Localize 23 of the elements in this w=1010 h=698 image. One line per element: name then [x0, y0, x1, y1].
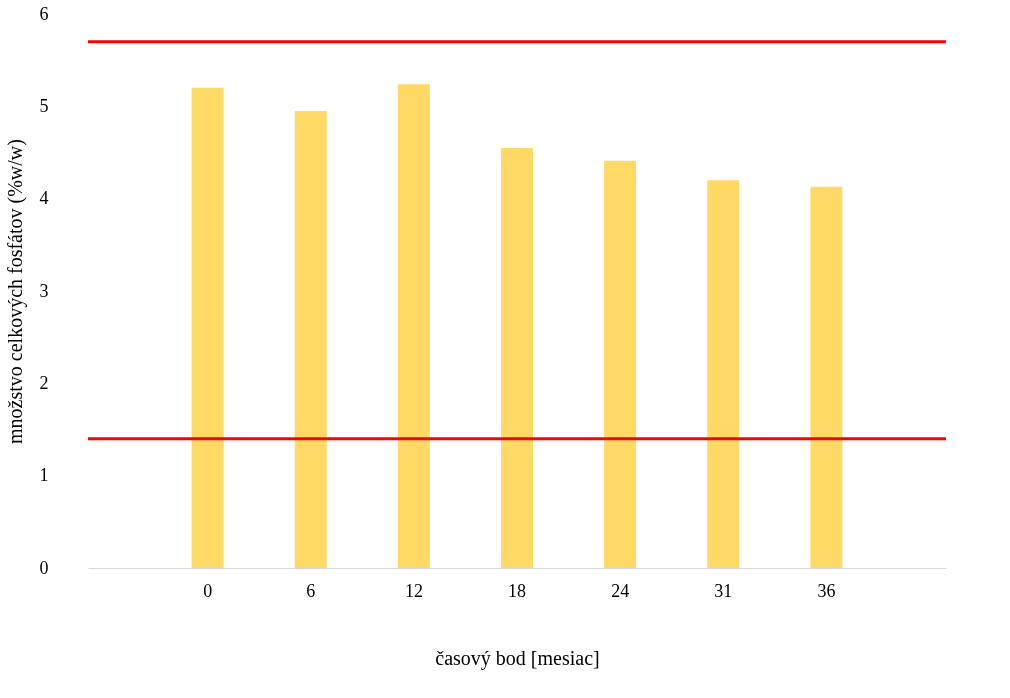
- y-axis-title: množstvo celkových fosfátov (%w/w): [3, 139, 27, 444]
- x-tick-label: 36: [817, 580, 836, 601]
- bar: [604, 160, 637, 568]
- y-tick-label: 2: [39, 372, 49, 393]
- bar: [707, 180, 740, 568]
- y-tick-label: 4: [39, 188, 49, 209]
- y-tick-label: 5: [39, 95, 49, 116]
- y-tick-label: 1: [39, 465, 49, 486]
- bar: [294, 110, 327, 568]
- x-tick-label: 0: [203, 580, 213, 601]
- x-tick-label: 18: [508, 580, 526, 601]
- x-tick-label: 24: [611, 580, 630, 601]
- x-tick-label: 6: [306, 580, 316, 601]
- y-tick-label: 0: [39, 557, 49, 578]
- x-axis-title: časový bod [mesiac]: [435, 646, 600, 670]
- y-tick-label: 3: [39, 280, 49, 301]
- bar: [810, 186, 843, 568]
- y-tick-label: 6: [39, 3, 49, 24]
- bar: [501, 147, 533, 568]
- bar: [397, 84, 430, 568]
- bar: [191, 87, 224, 568]
- x-tick-label: 12: [404, 580, 423, 601]
- x-tick-label: 31: [714, 580, 733, 601]
